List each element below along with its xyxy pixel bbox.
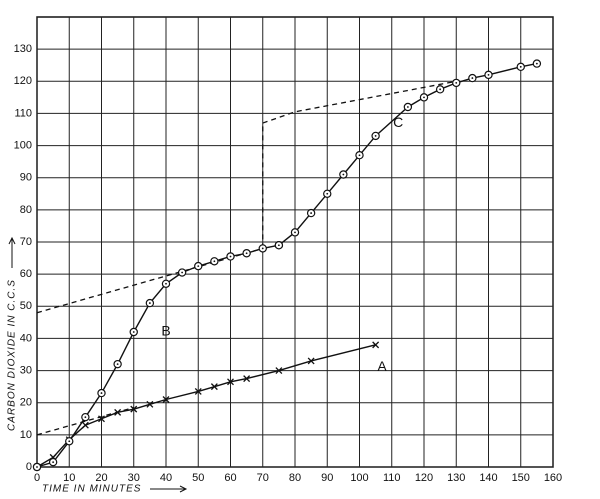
y-tick-label: 80: [20, 204, 32, 216]
x-tick-label: 50: [192, 472, 204, 484]
circle-marker-dot: [406, 106, 409, 108]
cross-marker: [210, 383, 218, 391]
cross-marker: [194, 388, 202, 395]
circle-marker-dot: [116, 363, 119, 366]
cross-marker: [162, 396, 170, 403]
cross-marker: [114, 408, 122, 416]
series-line: [36, 244, 280, 468]
circle-marker-dot: [294, 231, 296, 234]
circle-marker-dot: [358, 154, 361, 157]
y-axis-arrow: [8, 236, 16, 268]
x-tick-label: 120: [415, 472, 433, 484]
curve-label: B: [161, 323, 170, 339]
dashed-reference-line: [262, 80, 457, 124]
cross-marker: [243, 375, 251, 383]
circle-marker-dot: [455, 81, 458, 84]
cross-marker: [307, 357, 315, 365]
y-tick-label: 60: [20, 268, 32, 280]
x-tick-label: 160: [544, 472, 562, 484]
circle-marker-dot: [100, 392, 103, 394]
x-tick-label: 140: [479, 472, 497, 484]
y-tick-label: 50: [20, 300, 32, 312]
curve-label: C: [393, 114, 403, 130]
x-tick-label: 10: [63, 472, 75, 484]
y-tick-label: 10: [20, 429, 32, 441]
x-tick-label: 150: [512, 472, 530, 484]
cross-marker: [146, 400, 154, 408]
cross-marker: [98, 415, 105, 423]
circle-marker-dot: [471, 77, 474, 79]
circle-marker-dot: [36, 466, 38, 468]
circle-marker-dot: [84, 416, 87, 419]
y-tick-label: 110: [14, 107, 32, 119]
dashed-reference-line: [36, 247, 263, 314]
y-tick-label: 30: [20, 364, 32, 376]
x-tick-label: 40: [160, 472, 172, 484]
y-tick-label: 90: [20, 172, 32, 184]
circle-marker-dot: [423, 96, 425, 99]
x-axis-title: TIME IN MINUTES: [42, 484, 141, 495]
x-tick-label: 0: [34, 472, 40, 484]
x-tick-label: 100: [350, 472, 368, 484]
cross-marker: [227, 378, 234, 386]
cross-marker: [275, 367, 283, 375]
x-axis-arrow: [150, 485, 188, 493]
circle-marker-dot: [277, 244, 280, 247]
circle-marker-dot: [68, 440, 71, 443]
x-tick-label: 60: [224, 472, 236, 484]
y-axis-title: CARBON DIOXIDE IN C.C.S: [7, 279, 18, 431]
x-tick-label: 110: [383, 472, 401, 484]
circle-marker-dot: [535, 62, 538, 65]
circle-marker-dot: [197, 265, 200, 268]
cross-marker: [130, 405, 138, 413]
circle-marker-dot: [148, 302, 151, 304]
y-tick-label: 130: [14, 43, 32, 55]
x-tick-label: 130: [447, 472, 465, 484]
circle-marker-dot: [181, 271, 184, 274]
circle-marker-dot: [310, 212, 313, 214]
curve-label: A: [377, 358, 387, 374]
x-tick-label: 90: [321, 472, 333, 484]
circle-marker-dot: [261, 247, 264, 250]
series-line: [36, 344, 376, 468]
circle-marker-dot: [52, 461, 55, 464]
circle-marker-dot: [213, 260, 216, 263]
circle-marker-dot: [342, 173, 345, 176]
y-tick-label: 20: [20, 397, 32, 409]
circle-marker-dot: [519, 65, 522, 68]
y-tick-label: 100: [14, 139, 32, 151]
circle-marker-dot: [132, 331, 135, 333]
x-tick-label: 20: [95, 472, 107, 484]
circle-marker-dot: [326, 192, 329, 195]
circle-marker-dot: [439, 88, 442, 91]
circle-marker-dot: [374, 135, 377, 137]
y-tick-label: 120: [14, 75, 32, 87]
circle-marker-dot: [165, 282, 167, 285]
x-tick-label: 70: [257, 472, 269, 484]
y-tick-label: 40: [20, 332, 32, 344]
cross-marker: [372, 341, 380, 349]
cross-marker: [81, 421, 89, 429]
x-tick-label: 80: [289, 472, 301, 484]
circle-marker-dot: [487, 73, 490, 76]
y-tick-label: 70: [20, 236, 32, 248]
circle-marker-dot: [229, 255, 232, 258]
circle-marker-dot: [245, 252, 248, 255]
x-tick-label: 30: [128, 472, 140, 484]
y-tick-label: 0: [26, 461, 32, 473]
